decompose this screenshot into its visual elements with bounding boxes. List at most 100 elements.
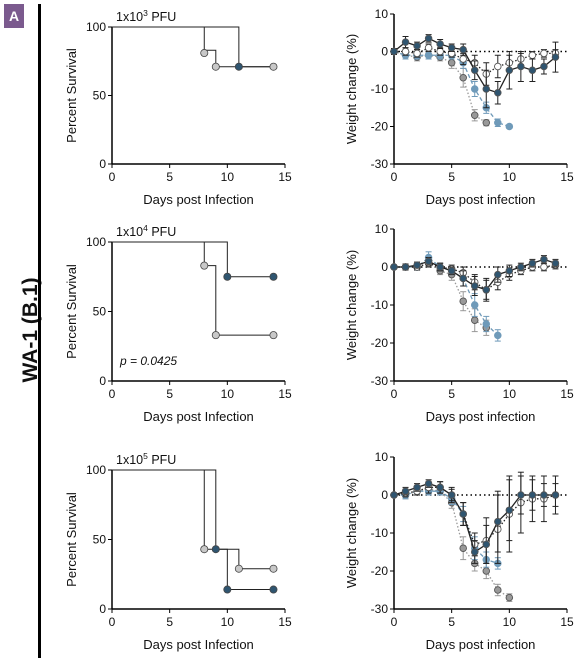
y-tick-label: 50 — [93, 305, 107, 319]
survival-marker-dark — [269, 272, 278, 281]
x-tick-label: 15 — [278, 387, 292, 401]
weight-point-dark — [470, 548, 479, 556]
weight-point-dark — [517, 491, 525, 499]
dose-unit: PFU — [148, 225, 176, 239]
y-tick-label: 10 — [375, 7, 389, 21]
weight-point-blue — [470, 85, 479, 93]
weight-point-dark — [505, 506, 514, 514]
x-tick-label: 15 — [560, 615, 574, 629]
weight-point-dark — [551, 259, 560, 267]
chart-3: 0 5 10 15 0 50 100 Days post Infection Percent S… — [64, 223, 292, 424]
weight-point-blue — [494, 118, 502, 127]
x-tick-label: 5 — [448, 170, 455, 184]
x-tick-label: 0 — [391, 615, 398, 629]
x-tick-label: 10 — [503, 170, 517, 184]
chart-5: 0 5 10 15 0 50 100 Days post Infection Percent S… — [64, 451, 292, 652]
panel-label-badge: A — [4, 4, 24, 28]
weight-point-dark — [482, 286, 491, 294]
survival-marker-light — [200, 49, 209, 58]
survival-marker-dark — [223, 585, 232, 594]
survival-marker-dark — [223, 272, 232, 281]
weight-point-white — [413, 49, 421, 58]
weight-point-dark — [494, 270, 502, 279]
survival-step-line-light — [112, 241, 274, 336]
y-tick-label: -10 — [371, 82, 389, 96]
x-tick-label: 0 — [391, 387, 398, 401]
weight-point-gray — [482, 567, 491, 575]
weight-point-dark — [494, 88, 502, 97]
x-tick-label: 10 — [503, 387, 517, 401]
y-tick-label: -30 — [371, 602, 389, 616]
weight-point-dark — [540, 62, 548, 71]
weight-point-dark — [528, 66, 537, 74]
weight-point-blue — [505, 122, 514, 131]
weight-point-dark — [401, 487, 410, 495]
survival-marker-dark — [234, 62, 243, 71]
x-tick-label: 0 — [109, 170, 116, 184]
chart-6: 0 5 10 15 -30 -20 -10 0 10 Days post infection Wei… — [344, 450, 574, 652]
weight-point-dark — [413, 483, 421, 492]
x-axis-label: Days post infection — [426, 409, 536, 424]
y-tick-label: 100 — [86, 20, 106, 34]
x-axis-label: Days post infection — [426, 637, 536, 652]
x-tick-label: 10 — [221, 170, 235, 184]
chart-4: 0 5 10 15 -30 -20 -10 0 10 Days post infection Wei… — [344, 222, 574, 424]
weight-point-dark — [505, 267, 514, 275]
x-tick-label: 0 — [109, 387, 116, 401]
weight-point-dark — [424, 479, 433, 488]
x-tick-label: 0 — [109, 615, 116, 629]
x-tick-label: 15 — [560, 387, 574, 401]
weight-point-dark — [470, 66, 479, 74]
weight-point-dark — [470, 282, 479, 290]
y-tick-label: -30 — [371, 374, 389, 388]
dose-exponent: 3 — [143, 8, 148, 18]
survival-marker-dark — [211, 545, 220, 554]
weight-point-blue — [494, 331, 502, 340]
survival-step-line-dark — [112, 469, 274, 591]
weight-point-dark — [401, 263, 410, 271]
weight-point-dark — [528, 491, 537, 499]
weight-point-dark — [447, 491, 456, 499]
weight-point-dark — [436, 40, 444, 48]
x-tick-label: 5 — [448, 387, 455, 401]
y-axis-label: Weight change (%) — [344, 34, 359, 144]
weight-point-dark — [447, 267, 456, 275]
x-tick-label: 10 — [221, 387, 235, 401]
weight-point-gray — [494, 586, 502, 594]
weight-point-white — [459, 55, 467, 63]
y-tick-label: 0 — [99, 602, 106, 616]
survival-marker-light — [234, 564, 243, 573]
x-axis-label: Days post Infection — [143, 409, 254, 424]
weight-point-gray — [470, 316, 479, 324]
survival-step-line-light — [112, 469, 274, 570]
weight-point-dark — [390, 263, 398, 271]
chart-2: 0 5 10 15 -30 -20 -10 0 10 Days post infection Wei… — [344, 7, 574, 207]
weight-point-dark — [551, 53, 560, 61]
dose-unit: PFU — [148, 10, 176, 24]
weight-point-gray — [447, 59, 456, 67]
weight-point-white — [494, 62, 502, 71]
weight-point-white — [424, 44, 433, 52]
y-tick-label: 50 — [93, 89, 107, 103]
weight-point-dark — [540, 255, 548, 264]
weight-point-blue — [470, 301, 479, 309]
weight-point-white — [540, 49, 548, 58]
weight-line-blue — [393, 50, 510, 128]
x-axis-label: Days post Infection — [143, 637, 254, 652]
weight-point-gray — [459, 73, 467, 82]
x-axis-label: Days post infection — [426, 192, 536, 207]
weight-point-dark — [413, 261, 421, 269]
weight-point-gray — [459, 544, 467, 552]
x-tick-label: 10 — [503, 615, 517, 629]
y-axis-label: Percent Survival — [64, 264, 79, 359]
y-tick-label: 0 — [381, 45, 388, 59]
weight-point-gray — [505, 593, 514, 602]
y-tick-label: -10 — [371, 298, 389, 312]
weight-point-dark — [459, 45, 467, 54]
weight-point-dark — [540, 491, 548, 499]
y-axis-label: Percent Survival — [64, 492, 79, 587]
weight-point-dark — [528, 259, 537, 267]
y-tick-label: 0 — [99, 157, 106, 171]
weight-point-dark — [517, 263, 525, 271]
